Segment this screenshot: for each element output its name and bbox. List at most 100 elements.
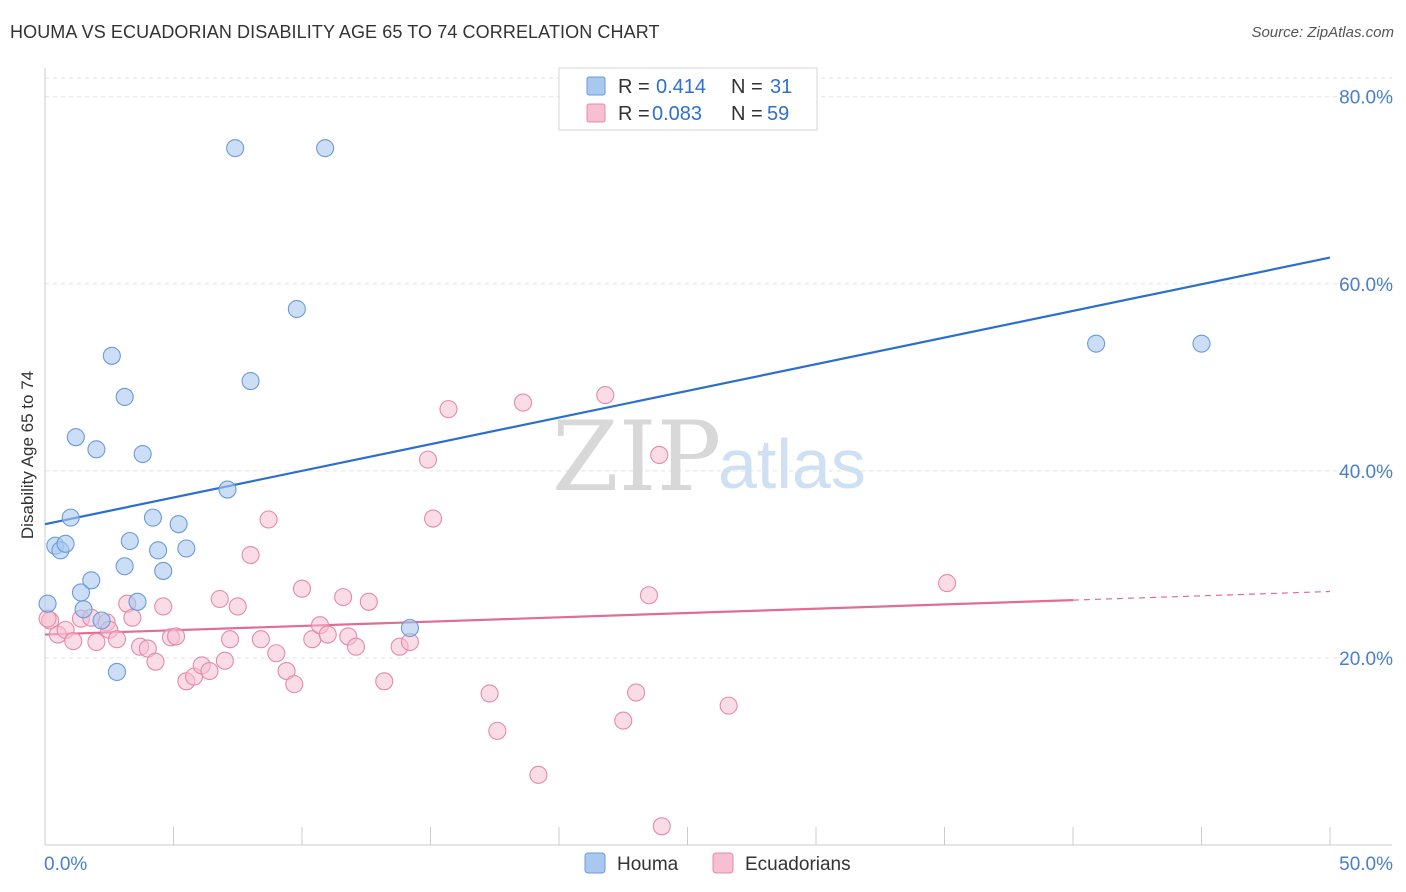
trend-layer [44, 256, 1331, 636]
chart-title: HOUMA VS ECUADORIAN DISABILITY AGE 65 TO… [10, 22, 660, 42]
ecuadorian-point [107, 630, 127, 649]
houma-point [92, 611, 111, 630]
ecuadorian-point [228, 597, 247, 616]
ecuadorian-point [652, 817, 671, 836]
ecuadorian-point [318, 625, 337, 644]
ecuadorian-point [215, 651, 234, 670]
ecuadorian-point [251, 630, 270, 649]
ecuadorian-point [513, 393, 533, 412]
houma-point [74, 600, 93, 619]
watermark: ZIP atlas [552, 401, 866, 513]
legend-ecuadorian-swatch [586, 103, 606, 123]
ecuadorian-point [259, 510, 278, 529]
ecuadorian-point [146, 652, 165, 671]
houma-point [115, 557, 134, 576]
ecuadorian-point [439, 400, 458, 419]
series-legend-houma-swatch [584, 852, 606, 874]
legend-ecuadorian-n-label: N = [731, 103, 763, 125]
houma-point [115, 387, 134, 407]
houma-point [287, 299, 306, 319]
ecuadorian-point [938, 574, 957, 593]
y-tick-label: 80.0% [1339, 88, 1393, 109]
ecuadorian-point [488, 721, 507, 740]
series-legend-ecuadorian-swatch [712, 852, 734, 874]
legend-ecuadorian-r-label: R = [618, 103, 650, 125]
houma-point [1192, 334, 1211, 353]
x-tick-label-min: 0.0% [44, 854, 87, 875]
ecuadorian-point [375, 672, 394, 691]
axes-layer [44, 68, 1392, 846]
ecuadorian-point [596, 386, 615, 405]
houma-point [107, 662, 127, 682]
houma-point [226, 139, 245, 158]
ecuadorian-point [418, 450, 437, 469]
ecuadorian-trend-line [44, 599, 1074, 636]
ecuadorian-point [614, 711, 633, 730]
ecuadorian-point [241, 545, 260, 565]
ecuadorian-point [639, 586, 659, 605]
houma-point [143, 508, 162, 527]
ecuadorian-point [292, 579, 312, 598]
ecuadorian-point [167, 627, 186, 646]
x-tick-label-max: 50.0% [1339, 854, 1393, 875]
houma-point [316, 139, 335, 158]
watermark-zip: ZIP [552, 401, 721, 513]
ecuadorian-point [123, 608, 142, 627]
y-tick-label: 60.0% [1339, 275, 1393, 296]
ecuadorian-point [200, 661, 219, 681]
ecuadorian-point [220, 630, 240, 649]
grid-layer [45, 77, 1392, 659]
ecuadorian-trend-extension [1072, 590, 1331, 601]
legend-houma-n-label: N = [731, 76, 763, 98]
ecuadorian-point [87, 632, 106, 652]
houma-point [218, 480, 237, 499]
houma-point [61, 508, 80, 527]
watermark-atlas: atlas [718, 425, 866, 503]
ecuadorian-point [64, 632, 83, 651]
houma-point [82, 571, 101, 590]
ecuadorian-point [210, 589, 229, 609]
legend-ecuadorian-n-value: 59 [767, 103, 789, 125]
houma-point [102, 346, 121, 365]
series-legend-houma-label: Houma [617, 854, 679, 875]
ecuadorian-point [334, 588, 353, 607]
ecuadorian-point [285, 675, 304, 694]
correlation-legend: R = 0.414 N = 31 R = 0.083 N = 59 [558, 67, 818, 131]
ecuadorian-point [267, 644, 286, 663]
houma-point [169, 515, 188, 534]
y-tick-label: 20.0% [1339, 649, 1393, 670]
source-credit: Source: ZipAtlas.com [1251, 24, 1394, 41]
points-layer [38, 139, 1211, 836]
houma-point [149, 541, 168, 560]
ecuadorian-point [424, 509, 443, 528]
legend-houma-r-value: 0.414 [656, 76, 706, 98]
ecuadorian-point [480, 684, 499, 703]
houma-point [1087, 334, 1106, 353]
y-axis-title: Disability Age 65 to 74 [18, 371, 37, 539]
legend-ecuadorian-r-value: 0.083 [652, 103, 702, 125]
houma-point [120, 531, 139, 551]
series-legend-ecuadorian-label: Ecuadorians [745, 854, 851, 875]
houma-point [66, 428, 85, 447]
legend-houma-r-label: R = [618, 76, 650, 98]
houma-point [177, 539, 196, 558]
houma-point [128, 592, 147, 611]
ecuadorian-point [719, 696, 738, 715]
ecuadorian-point [154, 597, 173, 616]
houma-point [56, 534, 75, 553]
ecuadorian-point [650, 445, 669, 465]
ecuadorian-point [359, 592, 378, 611]
houma-point [154, 561, 173, 580]
houma-point [38, 594, 57, 613]
legend-houma-swatch [586, 76, 606, 96]
houma-point [133, 444, 152, 464]
ecuadorian-point [529, 765, 548, 784]
legend-houma-n-value: 31 [770, 76, 792, 98]
houma-trend-line [44, 256, 1331, 526]
ecuadorian-point [627, 683, 646, 702]
ecuadorian-point [346, 637, 366, 656]
y-tick-label: 40.0% [1339, 462, 1393, 483]
houma-point [400, 618, 419, 638]
houma-point [241, 372, 260, 391]
